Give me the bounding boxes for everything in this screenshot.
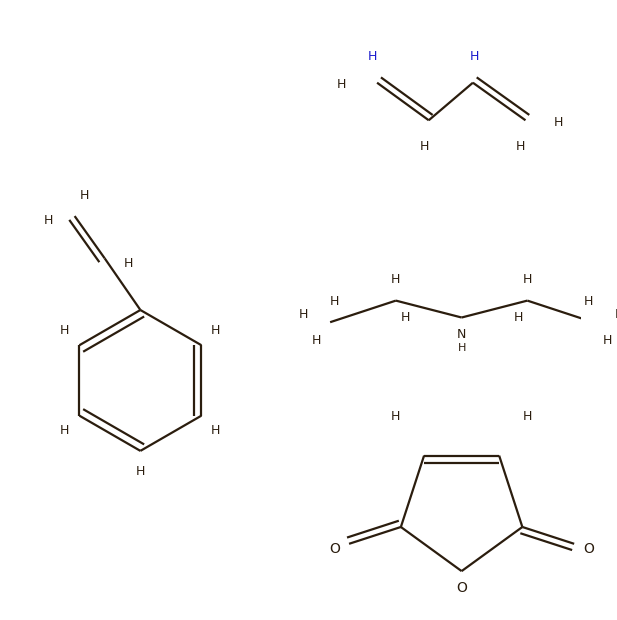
Text: H: H (60, 324, 70, 337)
Text: H: H (391, 410, 400, 423)
Text: H: H (330, 295, 339, 308)
Text: H: H (516, 140, 526, 153)
Text: H: H (420, 140, 429, 153)
Text: H: H (470, 50, 479, 63)
Text: H: H (523, 273, 532, 286)
Text: H: H (553, 116, 563, 129)
Text: O: O (456, 581, 467, 595)
Text: H: H (457, 343, 466, 353)
Text: H: H (211, 423, 220, 436)
Text: H: H (136, 465, 145, 478)
Text: N: N (457, 328, 466, 341)
Text: H: H (513, 311, 523, 324)
Text: O: O (329, 541, 341, 556)
Text: H: H (123, 257, 133, 270)
Text: H: H (312, 335, 321, 347)
Text: H: H (337, 78, 346, 91)
Text: H: H (391, 273, 400, 286)
Text: H: H (211, 324, 220, 337)
Text: H: H (615, 308, 617, 321)
Text: H: H (368, 50, 377, 63)
Text: H: H (603, 335, 612, 347)
Text: O: O (583, 541, 594, 556)
Text: H: H (80, 189, 89, 202)
Text: H: H (44, 215, 53, 228)
Text: H: H (400, 311, 410, 324)
Text: H: H (523, 410, 532, 423)
Text: H: H (60, 423, 70, 436)
Text: H: H (299, 308, 308, 321)
Text: H: H (584, 295, 593, 308)
